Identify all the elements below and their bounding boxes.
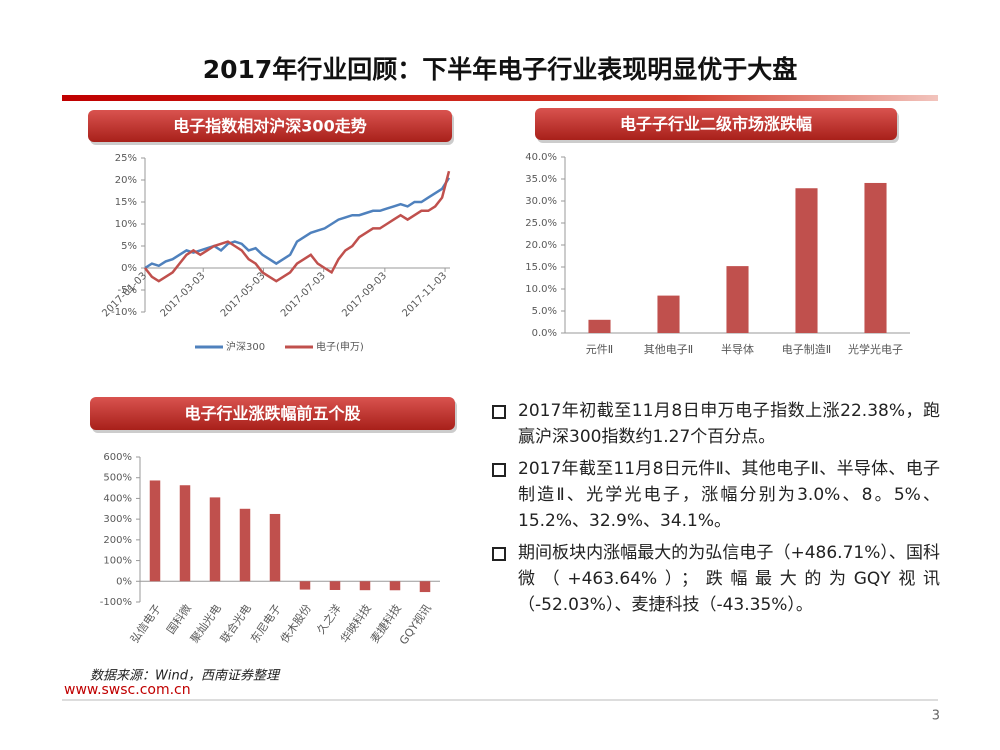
y-tick-label: 25% — [115, 153, 137, 164]
x-tick-label: 2017-05-03 — [219, 270, 268, 319]
bar — [299, 581, 311, 590]
y-tick-label: -100% — [100, 597, 132, 608]
y-tick-label: 600% — [103, 452, 132, 463]
bar — [657, 295, 680, 333]
source: 数据来源：Wind，西南证券整理 — [90, 669, 281, 684]
x-tick-label: 弘信电子 — [128, 602, 164, 645]
x-tick-label: 半导体 — [721, 342, 754, 356]
y-tick-label: 5.0% — [532, 306, 557, 317]
url: www.swsc.com.cn — [64, 682, 191, 698]
bar — [149, 480, 161, 582]
chart-title: 电子行业涨跌幅前五个股 — [184, 404, 361, 423]
x-tick-label: 佚木股份 — [278, 602, 314, 645]
bar — [329, 581, 341, 590]
y-tick-label: 20.0% — [525, 240, 557, 251]
x-tick-label: 电子制造Ⅱ — [782, 342, 831, 356]
slide-title: 2017年行业回顾：下半年电子行业表现明显优于大盘 — [203, 55, 798, 84]
bar — [795, 188, 818, 333]
bar — [726, 266, 749, 333]
line-series — [144, 177, 451, 270]
line-series — [144, 170, 451, 283]
bar — [269, 513, 281, 582]
chart-title: 电子子行业二级市场涨跌幅 — [620, 115, 812, 134]
bar — [864, 182, 887, 333]
x-tick-label: 2017-11-03 — [400, 270, 449, 319]
bar — [359, 581, 371, 591]
y-tick-label: 100% — [103, 556, 132, 567]
bullet: 2017年截至11月8日元件Ⅱ、其他电子Ⅱ、半导体、电子制造Ⅱ、光学光电子，涨幅… — [490, 456, 940, 534]
bar — [179, 485, 191, 582]
y-tick-label: 35.0% — [525, 174, 557, 185]
y-tick-label: 400% — [103, 493, 132, 504]
x-tick-label: 其他电子Ⅱ — [644, 343, 693, 356]
bar — [588, 319, 611, 333]
page-number: 3 — [932, 709, 940, 724]
y-tick-label: 0.0% — [532, 328, 557, 339]
y-tick-label: 10% — [115, 219, 137, 230]
bullet-list: 2017年初截至11月8日申万电子指数上涨22.38%，跑赢沪深300指数约1.… — [490, 398, 940, 624]
y-tick-label: -10% — [111, 307, 137, 318]
y-tick-label: 15% — [115, 197, 137, 208]
y-tick-label: -5% — [118, 285, 137, 296]
y-tick-label: 25.0% — [525, 218, 557, 229]
y-tick-label: 200% — [103, 535, 132, 546]
y-tick-label: 500% — [103, 473, 132, 484]
panel-header — [535, 108, 897, 140]
x-tick-label: 元件Ⅱ — [586, 343, 613, 356]
x-tick-label: 2017-07-03 — [279, 270, 328, 319]
y-tick-label: 20% — [115, 175, 137, 186]
y-tick-label: 40.0% — [525, 152, 557, 163]
x-tick-label: 国科微 — [164, 601, 194, 636]
panel-header — [88, 110, 452, 142]
bullet: 期间板块内涨幅最大的为弘信电子（+486.71%）、国科微（+463.64%）；… — [490, 540, 940, 618]
legend-label: 沪深300 — [226, 340, 265, 353]
y-tick-label: 0% — [121, 263, 137, 274]
y-tick-label: 30.0% — [525, 196, 557, 207]
chart-title: 电子指数相对沪深300走势 — [173, 117, 366, 136]
bar — [389, 581, 401, 591]
y-tick-label: 15.0% — [525, 262, 557, 273]
panel-header — [90, 397, 455, 430]
title-band — [62, 95, 938, 101]
x-tick-label: 光学光电子 — [848, 342, 903, 356]
y-tick-label: 0% — [116, 576, 132, 587]
y-tick-label: 300% — [103, 514, 132, 525]
x-tick-label: 久之洋 — [314, 601, 344, 636]
y-tick-label: 5% — [121, 241, 137, 252]
y-tick-label: 10.0% — [525, 284, 557, 295]
x-tick-label: 2017-09-03 — [340, 270, 389, 319]
bar — [209, 497, 221, 582]
bar — [419, 581, 431, 593]
bar — [239, 508, 251, 582]
bullet: 2017年初截至11月8日申万电子指数上涨22.38%，跑赢沪深300指数约1.… — [490, 398, 940, 450]
legend-label: 电子(申万) — [316, 340, 364, 353]
